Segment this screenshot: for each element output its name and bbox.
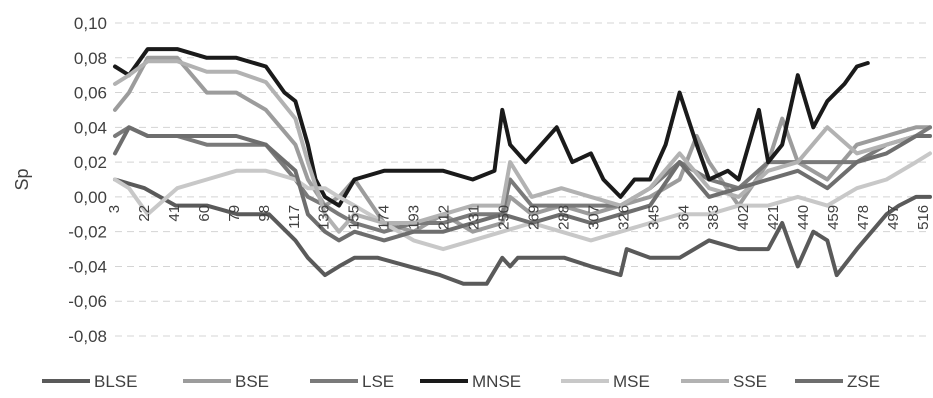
legend-label-sse: SSE <box>733 372 767 391</box>
x-tick-label: 250 <box>496 205 513 230</box>
x-tick-label: 478 <box>855 205 872 230</box>
x-tick-label: 307 <box>585 205 602 230</box>
y-axis-ticks: 0,10 0,08 0,06 0,04 0,02 0,00 -0,02 -0,04 -0,06 -… <box>68 14 107 346</box>
x-tick-label: 212 <box>436 205 453 230</box>
series-lines <box>113 47 932 286</box>
x-tick-label: 22 <box>136 205 153 222</box>
x-tick-label: 421 <box>765 205 782 230</box>
x-axis-ticks: 3 22 41 60 79 98 117 136 155 174 193 212 231 250 269 28… <box>106 205 932 230</box>
series-line-zse <box>113 125 932 243</box>
y-axis-title: Sp <box>12 168 32 190</box>
x-tick-label: 402 <box>735 205 752 230</box>
x-tick-label: 98 <box>256 205 273 222</box>
x-tick-label: 364 <box>675 205 692 230</box>
legend-label-zse: ZSE <box>847 372 880 391</box>
y-tick-label: 0,04 <box>74 118 107 137</box>
x-tick-label: 383 <box>705 205 722 230</box>
y-tick-label: -0,06 <box>68 292 107 311</box>
y-tick-label: 0,00 <box>74 188 107 207</box>
x-tick-label: 269 <box>525 205 542 230</box>
series-line-blse <box>113 177 932 286</box>
x-tick-label: 60 <box>196 205 213 222</box>
x-tick-label: 3 <box>106 205 123 213</box>
x-tick-label: 41 <box>166 205 183 222</box>
x-tick-label: 497 <box>885 205 902 230</box>
x-tick-label: 136 <box>316 205 333 230</box>
y-tick-label: -0,04 <box>68 257 107 276</box>
series-line-bse <box>113 55 932 234</box>
legend-label-mnse: MNSE <box>472 372 521 391</box>
x-tick-label: 231 <box>466 205 483 230</box>
x-tick-label: 440 <box>795 205 812 230</box>
series-line-mse <box>113 151 932 252</box>
x-tick-label: 345 <box>645 205 662 230</box>
y-tick-label: -0,02 <box>68 223 107 242</box>
x-tick-label: 288 <box>555 205 572 230</box>
y-tick-label: -0,08 <box>68 327 107 346</box>
legend: BLSE BSE LSE MNSE MSE SSE ZSE <box>42 372 880 391</box>
y-tick-label: 0,08 <box>74 49 107 68</box>
legend-label-mse: MSE <box>613 372 650 391</box>
x-tick-label: 174 <box>376 205 393 230</box>
x-tick-label: 326 <box>615 205 632 230</box>
y-tick-label: 0,06 <box>74 84 107 103</box>
y-tick-label: 0,02 <box>74 153 107 172</box>
y-tick-label: 0,10 <box>74 14 107 33</box>
grid-lines <box>115 22 930 337</box>
legend-label-lse: LSE <box>362 372 394 391</box>
x-tick-label: 117 <box>286 205 303 229</box>
x-tick-label: 79 <box>226 205 243 222</box>
x-tick-label: 516 <box>915 205 932 230</box>
series-line-mnse <box>113 47 870 208</box>
legend-label-blse: BLSE <box>94 372 137 391</box>
x-tick-label: 459 <box>825 205 842 230</box>
x-tick-label: 193 <box>406 205 423 230</box>
legend-label-bse: BSE <box>235 372 269 391</box>
x-tick-label: 155 <box>346 205 363 230</box>
series-line-sse <box>113 59 932 234</box>
